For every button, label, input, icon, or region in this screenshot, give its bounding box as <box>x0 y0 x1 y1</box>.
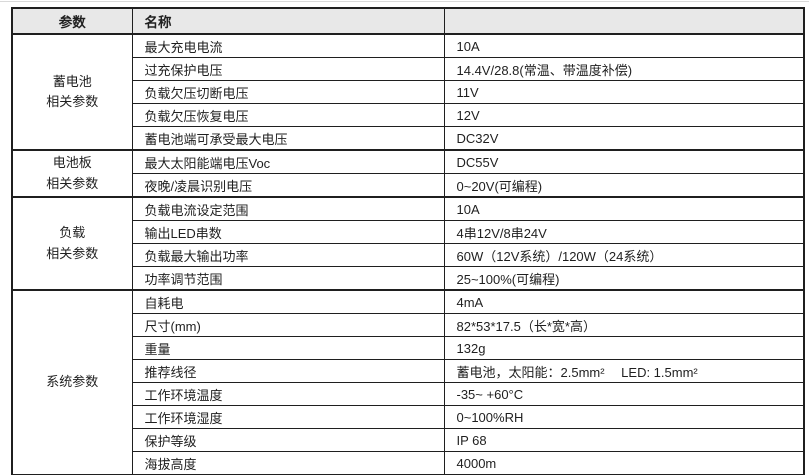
param-name-cell: 输出LED串数 <box>131 220 445 244</box>
table-row: 夜晚/凌晨识别电压 0~20V(可编程) <box>12 173 805 198</box>
header-value <box>443 7 805 35</box>
param-value-cell: 82*53*17.5（长*宽*高） <box>443 313 805 337</box>
table-row: 工作环境湿度 0~100%RH <box>12 405 805 429</box>
param-value-cell: 4000m <box>443 451 805 475</box>
param-name-cell: 负载欠压切断电压 <box>131 80 445 104</box>
param-value-cell: IP 68 <box>443 428 805 452</box>
param-name-cell: 海拔高度 <box>131 451 445 475</box>
table-row: 负载欠压恢复电压 12V <box>12 103 805 127</box>
table-row: 负载最大输出功率 60W（12V系统）/120W（24系统） <box>12 243 805 267</box>
spec-table: 参数 名称 蓄电池 相关参数 最大充电电流 10A 过充保护电压 14.4V/2… <box>11 7 805 475</box>
param-name-cell: 工作环境温度 <box>131 382 445 406</box>
table-row: 工作环境温度 -35~ +60°C <box>12 382 805 406</box>
table-row: 蓄电池端可承受最大电压 DC32V <box>12 126 805 151</box>
page-top-divider <box>0 1 809 2</box>
param-value-cell: 14.4V/28.8(常温、带温度补偿) <box>443 57 805 81</box>
param-name-cell: 过充保护电压 <box>131 57 445 81</box>
param-value-cell: 0~100%RH <box>443 405 805 429</box>
param-name-cell: 最大太阳能端电压Voc <box>131 149 445 174</box>
param-name-cell: 自耗电 <box>131 289 445 314</box>
param-name-cell: 保护等级 <box>131 428 445 452</box>
param-value-cell: -35~ +60°C <box>443 382 805 406</box>
param-value-cell: 10A <box>443 196 805 221</box>
param-name-cell: 推荐线径 <box>131 359 445 383</box>
category-cell-panel: 电池板 相关参数 <box>11 149 133 198</box>
param-value-cell: 12V <box>443 103 805 127</box>
table-row: 保护等级 IP 68 <box>12 428 805 452</box>
table-row: 电池板 相关参数 最大太阳能端电压Voc DC55V <box>11 149 805 198</box>
param-value-cell: 25~100%(可编程) <box>443 266 805 291</box>
param-name-cell: 最大充电电流 <box>131 33 445 58</box>
category-cell-battery: 蓄电池 相关参数 <box>11 33 133 151</box>
param-value-cell: DC32V <box>443 126 805 151</box>
param-name-cell: 重量 <box>131 336 445 360</box>
table-row: 系统参数 自耗电 4mA <box>11 289 805 475</box>
header-category: 参数 <box>11 7 133 35</box>
param-value-cell: 4mA <box>443 289 805 314</box>
category-cell-system: 系统参数 <box>11 289 133 475</box>
table-row: 输出LED串数 4串12V/8串24V <box>12 220 805 244</box>
header-name: 名称 <box>131 7 445 35</box>
category-cell-load: 负载 相关参数 <box>11 196 133 291</box>
header-row: 参数 名称 <box>11 7 805 35</box>
table-row: 海拔高度 4000m <box>12 451 805 475</box>
param-name-cell: 蓄电池端可承受最大电压 <box>131 126 445 151</box>
param-value-cell: 10A <box>443 33 805 58</box>
table-row: 负载 相关参数 负载电流设定范围 10A <box>11 196 805 291</box>
param-value-cell: 11V <box>443 80 805 104</box>
param-value-cell: 0~20V(可编程) <box>443 173 805 198</box>
param-value-cell: 60W（12V系统）/120W（24系统） <box>443 243 805 267</box>
param-name-cell: 工作环境湿度 <box>131 405 445 429</box>
param-value-cell: 4串12V/8串24V <box>443 220 805 244</box>
table-row: 过充保护电压 14.4V/28.8(常温、带温度补偿) <box>12 57 805 81</box>
param-name-cell: 夜晚/凌晨识别电压 <box>131 173 445 198</box>
param-name-cell: 负载电流设定范围 <box>131 196 445 221</box>
param-name-cell: 功率调节范围 <box>131 266 445 291</box>
param-value-cell: 蓄电池，太阳能：2.5mm² LED: 1.5mm² <box>443 359 805 383</box>
table-row: 蓄电池 相关参数 最大充电电流 10A <box>11 33 805 151</box>
param-value-cell: 132g <box>443 336 805 360</box>
param-name-cell: 负载欠压恢复电压 <box>131 103 445 127</box>
param-name-cell: 负载最大输出功率 <box>131 243 445 267</box>
param-name-cell: 尺寸(mm) <box>131 313 445 337</box>
table-row: 功率调节范围 25~100%(可编程) <box>12 266 805 291</box>
param-value-cell: DC55V <box>443 149 805 174</box>
